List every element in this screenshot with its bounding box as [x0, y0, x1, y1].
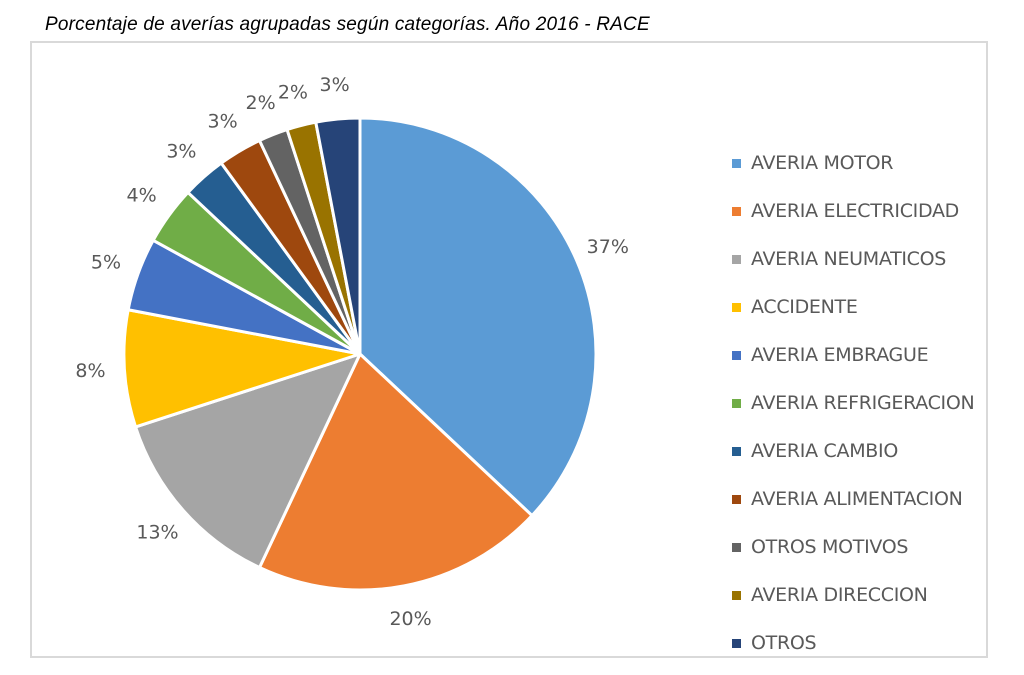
legend-item-averia-alimentacion: AVERIA ALIMENTACION	[732, 475, 974, 523]
legend-swatch	[732, 398, 741, 408]
chart-title: Porcentaje de averías agrupadas según ca…	[45, 14, 650, 35]
legend-swatch	[732, 350, 741, 360]
pie-slice-averia-neumaticos	[134, 352, 362, 570]
legend-item-averia-electricidad: AVERIA ELECTRICIDAD	[732, 187, 974, 235]
legend-swatch	[732, 254, 741, 264]
legend-label: OTROS MOTIVOS	[751, 535, 909, 558]
legend-swatch	[732, 542, 741, 552]
legend-swatch	[732, 446, 741, 456]
data-label-accidente: 8%	[75, 360, 105, 382]
data-label-otros: 3%	[320, 74, 350, 96]
data-label-averia-cambio: 3%	[166, 141, 196, 163]
legend-swatch	[732, 302, 741, 312]
data-label-averia-neumaticos: 13%	[136, 522, 178, 544]
data-label-averia-direccion: 2%	[278, 82, 308, 104]
legend-label: AVERIA CAMBIO	[751, 439, 898, 462]
legend-item-otros: OTROS	[732, 619, 974, 667]
pie-chart: 37% 20% 13% 8% 5% 4% 3% 3% 2% 2% 3%	[75, 74, 629, 630]
legend-item-averia-embrague: AVERIA EMBRAGUE	[732, 331, 974, 379]
legend-label: AVERIA EMBRAGUE	[751, 343, 929, 366]
pie-slice-averia-electricidad	[258, 352, 534, 592]
legend-label: ACCIDENTE	[751, 295, 858, 318]
data-label-otros-motivos: 2%	[246, 92, 276, 114]
legend-item-averia-cambio: AVERIA CAMBIO	[732, 427, 974, 475]
pie-slice-otros	[314, 116, 362, 356]
data-label-averia-alimentacion: 3%	[208, 111, 238, 133]
chart-area: 37% 20% 13% 8% 5% 4% 3% 3% 2% 2% 3% AVERIA MOTOR AV…	[30, 41, 988, 658]
legend-swatch	[732, 590, 741, 600]
legend-item-otros-motivos: OTROS MOTIVOS	[732, 523, 974, 571]
legend-label: AVERIA REFRIGERACION	[751, 391, 975, 414]
legend-swatch	[732, 638, 741, 648]
legend-label: AVERIA ALIMENTACION	[751, 487, 963, 510]
legend-label: AVERIA ELECTRICIDAD	[751, 199, 959, 222]
pie-slice-averia-motor	[358, 116, 598, 518]
legend-item-averia-motor: AVERIA MOTOR	[732, 139, 974, 187]
data-label-averia-electricidad: 20%	[389, 608, 431, 630]
legend-label: AVERIA NEUMATICOS	[751, 247, 947, 270]
legend-swatch	[732, 158, 741, 168]
pie-slice-accidente	[122, 308, 362, 429]
legend-swatch	[732, 494, 741, 504]
legend: AVERIA MOTOR AVERIA ELECTRICIDAD AVERIA NE…	[732, 139, 975, 667]
legend-item-accidente: ACCIDENTE	[732, 283, 974, 331]
data-label-averia-embrague: 5%	[91, 252, 121, 274]
legend-label: AVERIA MOTOR	[751, 151, 894, 174]
legend-label: AVERIA DIRECCION	[751, 583, 928, 606]
legend-item-averia-refrigeracion: AVERIA REFRIGERACION	[732, 379, 975, 427]
legend-swatch	[732, 206, 741, 216]
data-label-averia-motor: 37%	[587, 236, 629, 258]
legend-label: OTROS	[751, 631, 817, 654]
data-label-averia-refrigeracion: 4%	[127, 184, 157, 206]
legend-item-averia-neumaticos: AVERIA NEUMATICOS	[732, 235, 974, 283]
legend-item-averia-direccion: AVERIA DIRECCION	[732, 571, 974, 619]
